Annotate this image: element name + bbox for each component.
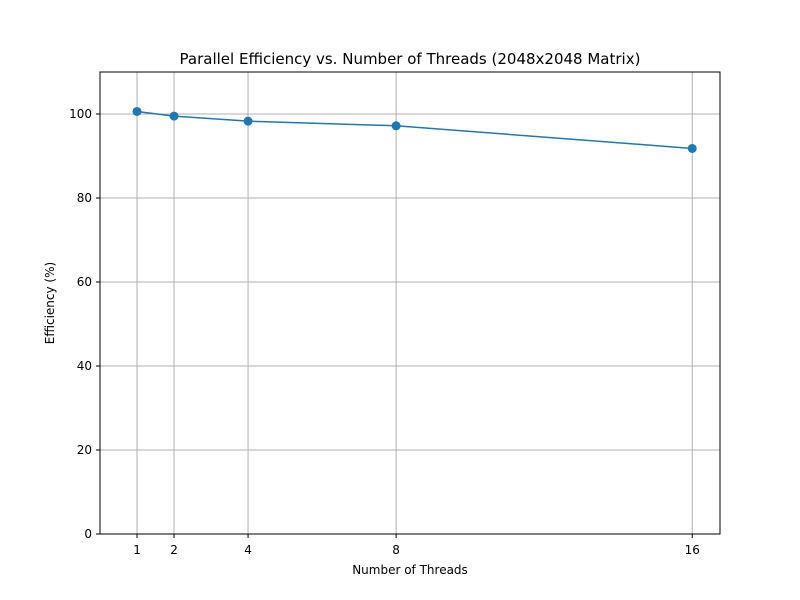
y-tick-label: 100 (69, 107, 92, 121)
plot-frame (99, 71, 721, 535)
x-tick-label: 16 (685, 543, 700, 557)
y-tick-label: 0 (84, 527, 92, 541)
y-tick-label: 60 (77, 275, 92, 289)
data-point (169, 111, 179, 121)
y-axis-label: Efficiency (%) (43, 262, 57, 344)
x-axis-label: Number of Threads (352, 563, 468, 577)
y-tick-label: 80 (77, 191, 92, 205)
data-point (132, 106, 142, 116)
x-tick-label: 1 (133, 543, 141, 557)
data-series (132, 106, 697, 153)
data-point (687, 143, 697, 153)
y-tick-label: 40 (77, 359, 92, 373)
x-tick-label: 4 (244, 543, 252, 557)
data-point (391, 121, 401, 131)
y-tick-label: 20 (77, 443, 92, 457)
data-point (243, 116, 253, 126)
chart-title: Parallel Efficiency vs. Number of Thread… (180, 50, 641, 68)
x-tick-label: 8 (392, 543, 400, 557)
axis-ticks: 1 2 4 8 16 0 20 40 60 80 100 (69, 107, 700, 557)
x-tick-label: 2 (170, 543, 178, 557)
